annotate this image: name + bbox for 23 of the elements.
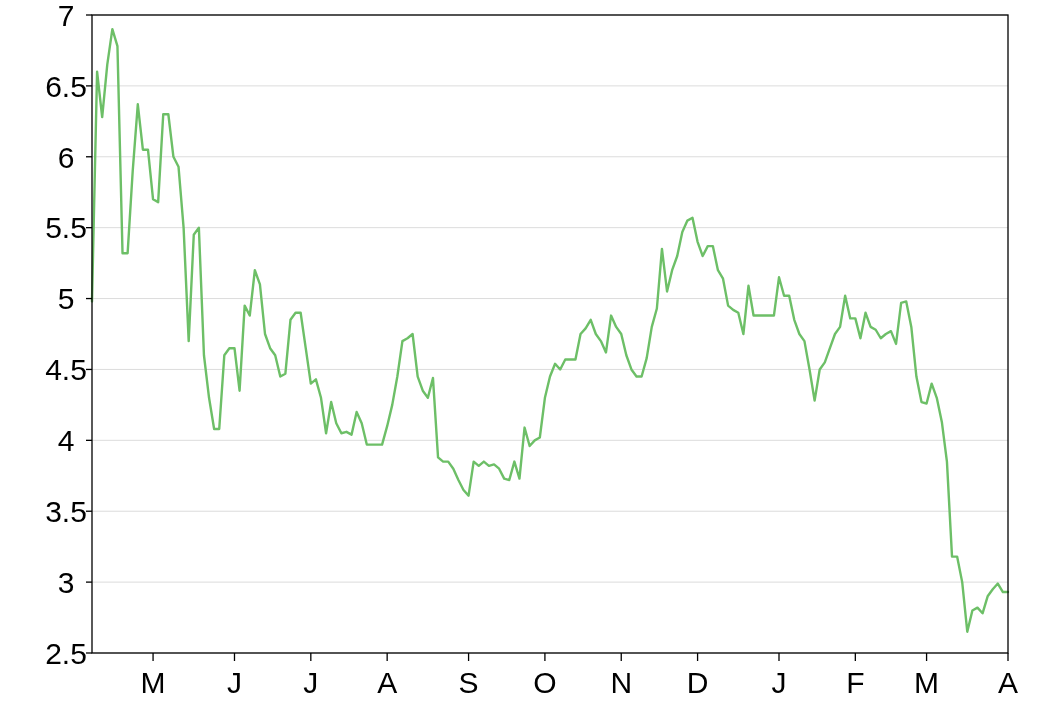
y-tick-label: 6 [57, 140, 75, 174]
y-tick-label: 2.5 [45, 636, 87, 670]
y-tick-label: 3 [57, 565, 75, 599]
y-tick-label: 5 [57, 282, 75, 316]
x-tick-label: J [303, 666, 319, 699]
x-tick-label: D [686, 666, 709, 699]
x-tick-label: F [846, 666, 865, 699]
x-tick-label: O [533, 666, 557, 699]
y-tick-label: 3.5 [45, 495, 87, 529]
x-tick-label: J [226, 666, 242, 699]
x-tick-label: M [914, 666, 940, 699]
y-tick-label: 7 [57, 0, 75, 32]
x-tick-label: J [771, 666, 787, 699]
y-tick-label: 5.5 [45, 211, 87, 245]
x-tick-label: M [140, 666, 166, 699]
y-tick-label: 4 [57, 424, 75, 458]
x-tick-label: N [610, 666, 633, 699]
y-tick-label: 4.5 [45, 353, 87, 387]
y-tick-label: 6.5 [45, 69, 87, 103]
x-tick-label: A [377, 666, 398, 699]
x-tick-label: S [458, 666, 479, 699]
x-tick-label: A [997, 666, 1019, 699]
line-series [90, 27, 1010, 633]
